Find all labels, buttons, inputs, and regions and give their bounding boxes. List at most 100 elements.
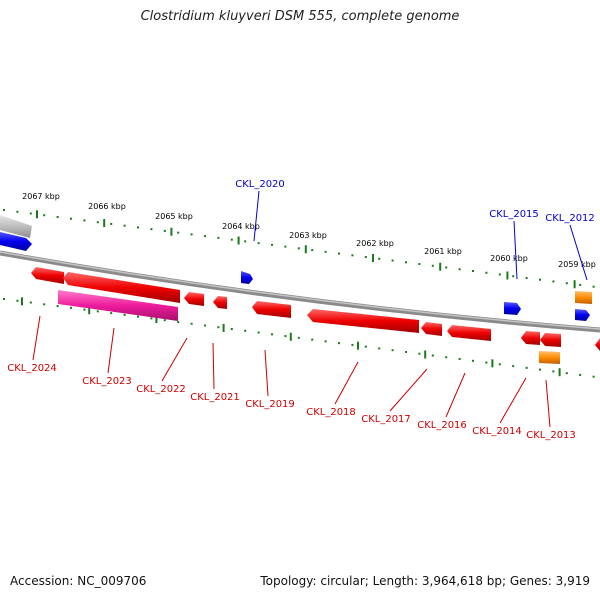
minor-tick [230,328,233,331]
major-tick [36,210,38,219]
gene-label[interactable]: CKL_2019 [245,399,295,410]
minor-tick [592,375,595,378]
gene-arrow[interactable] [0,232,32,251]
gene-label[interactable]: CKL_2012 [545,213,595,224]
gene-arrow[interactable] [31,267,64,284]
minor-tick [565,372,568,375]
gene-label[interactable]: CKL_2016 [417,420,467,431]
gene-arrow[interactable] [0,215,32,238]
minor-tick [565,282,568,285]
scale-label: 2066 kbp [88,202,126,211]
major-tick [21,297,23,306]
gene-arrow[interactable] [595,338,600,351]
major-tick [170,227,173,236]
minor-tick [378,347,381,350]
major-tick [357,341,359,350]
genome-summary-label: Topology: circular; Length: 3,964,618 bp… [260,574,590,588]
gene-label[interactable]: CKL_2021 [190,392,240,403]
minor-tick [525,276,528,279]
major-tick [304,245,307,254]
minor-tick [338,342,340,345]
major-tick [222,323,225,332]
gene-label[interactable]: CKL_2024 [7,363,57,374]
major-tick [506,271,509,280]
gene-label[interactable]: CKL_2014 [472,426,522,437]
leader-line [545,379,551,428]
minor-tick [485,361,488,364]
scale-label: 2062 kbp [356,239,394,248]
gene-arrow[interactable] [575,291,592,304]
minor-tick [123,313,126,316]
minor-tick [110,222,113,225]
gene-arrow[interactable] [213,296,227,309]
gene-label[interactable]: CKL_2018 [306,407,356,418]
minor-tick [16,210,19,213]
minor-tick [110,312,113,315]
minor-tick [512,275,515,278]
minor-tick [244,240,247,243]
minor-tick [458,268,461,271]
minor-tick [324,340,327,343]
gene-label[interactable]: CKL_2017 [361,414,411,425]
minor-tick [70,306,72,309]
minor-tick [351,254,354,257]
gene-arrow[interactable] [252,301,291,318]
minor-tick [338,252,340,255]
minor-tick [539,278,541,281]
gene-arrow[interactable] [307,309,419,333]
minor-tick [271,333,273,336]
minor-tick [257,242,260,245]
major-tick [88,306,91,315]
gene-label[interactable]: CKL_2020 [235,179,285,190]
reverse-strand-genes [31,267,600,364]
scale-labels: 2067 kbp 2066 kbp 2065 kbp 2064 kbp 2063 kbp… [22,192,596,269]
accession-label: Accession: NC_009706 [10,574,147,588]
minor-tick [29,301,32,304]
scale-label: 2065 kbp [155,212,193,221]
gene-arrow[interactable] [540,333,561,347]
minor-tick [190,322,193,325]
scale-label: 2059 kbp [558,260,596,269]
minor-tick [3,298,5,300]
gene-label[interactable]: CKL_2015 [489,209,539,220]
minor-tick [163,229,166,232]
minor-tick [177,320,180,323]
minor-tick [472,359,474,362]
minor-tick [190,233,193,236]
leader-line [253,190,260,242]
minor-tick [204,324,206,327]
gene-arrow[interactable] [58,290,178,321]
minor-tick [204,235,206,238]
leader-line [107,327,115,374]
gene-arrow[interactable] [447,325,491,341]
minor-tick [284,245,287,248]
gene-arrow[interactable] [421,322,442,336]
gene-label[interactable]: CKL_2022 [136,384,186,395]
gene-arrow[interactable] [184,292,204,306]
minor-tick [137,226,139,229]
minor-tick [378,257,381,260]
major-tick [573,280,576,289]
gene-arrow[interactable] [63,272,180,303]
minor-tick [56,305,59,308]
scale-label: 2063 kbp [289,231,327,240]
minor-tick [163,319,166,322]
minor-tick [230,238,233,241]
minor-tick [150,228,153,231]
minor-tick [579,283,582,286]
gene-arrow[interactable] [241,271,253,284]
minor-tick [445,266,448,269]
minor-tick [445,356,448,359]
gene-label[interactable]: CKL_2023 [82,376,132,387]
gene-arrow[interactable] [504,302,521,315]
minor-tick [512,365,515,368]
gene-arrow[interactable] [521,331,540,345]
gene-arrow[interactable] [539,351,560,364]
leader-line [32,315,41,361]
gene-label[interactable]: CKL_2013 [526,430,576,441]
minor-tick [592,285,595,288]
gene-arrow[interactable] [575,309,590,321]
major-tick [491,359,494,368]
genome-backbone-highlight [0,251,600,330]
